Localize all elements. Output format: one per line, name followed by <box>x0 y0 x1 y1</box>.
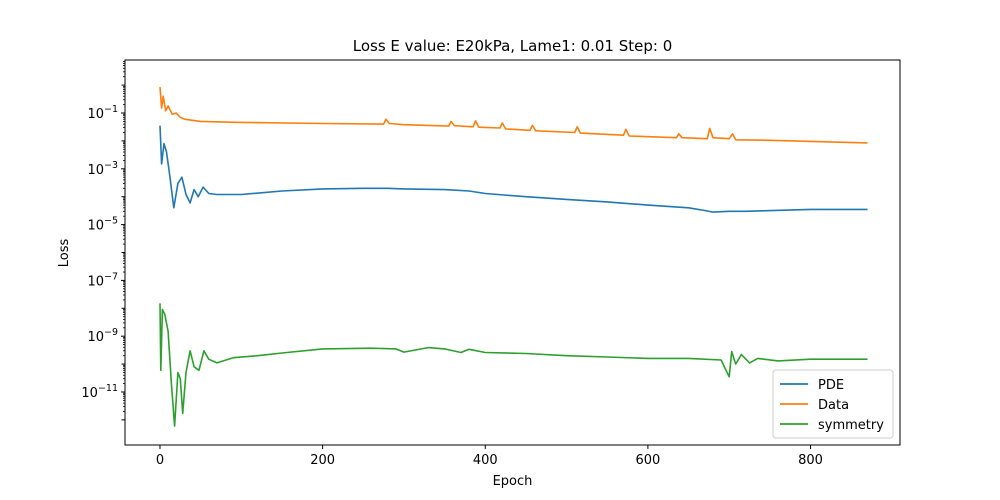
y-tick-label: 10−9 <box>87 327 118 345</box>
legend-label: PDE <box>818 378 844 393</box>
x-axis-label: Epoch <box>493 474 533 489</box>
y-tick-exponent: −11 <box>98 383 118 394</box>
y-tick-base: 10 <box>87 163 104 178</box>
legend-label: Data <box>818 398 849 413</box>
x-tick-label: 200 <box>310 453 335 468</box>
series-line-symmetry <box>159 303 868 427</box>
y-tick-label: 10−7 <box>87 271 118 289</box>
chart-title: Loss E value: E20kPa, Lame1: 0.01 Step: … <box>353 37 673 55</box>
y-tick-exponent: −7 <box>104 271 118 282</box>
y-tick-exponent: −1 <box>104 104 118 115</box>
x-tick-label: 800 <box>798 453 823 468</box>
series-line-pde <box>159 125 868 213</box>
y-tick-label: 10−1 <box>87 104 118 122</box>
y-tick-exponent: −5 <box>104 216 118 227</box>
y-tick-base: 10 <box>87 274 104 289</box>
x-tick-label: 600 <box>635 453 660 468</box>
y-tick-label: 10−5 <box>87 216 118 234</box>
y-tick-base: 10 <box>87 330 104 345</box>
legend-label: symmetry <box>818 418 884 433</box>
y-tick-base: 10 <box>81 386 98 401</box>
y-tick-label: 10−11 <box>81 383 118 401</box>
legend-box <box>772 369 894 439</box>
series-lines <box>159 87 868 427</box>
y-tick-base: 10 <box>87 219 104 234</box>
x-tick-label: 0 <box>156 453 164 468</box>
y-tick-exponent: −3 <box>104 160 118 171</box>
legend: PDE Data symmetry <box>772 369 894 439</box>
y-tick-base: 10 <box>87 107 104 122</box>
series-line-data <box>159 87 868 144</box>
y-tick-label: 10−3 <box>87 160 118 178</box>
y-axis: 10−110−310−510−710−910−11 <box>81 61 125 421</box>
x-tick-label: 400 <box>473 453 498 468</box>
y-tick-exponent: −9 <box>104 327 118 338</box>
y-axis-label: Loss <box>57 239 72 268</box>
x-axis: 0 200 400 600 800 <box>156 445 823 468</box>
